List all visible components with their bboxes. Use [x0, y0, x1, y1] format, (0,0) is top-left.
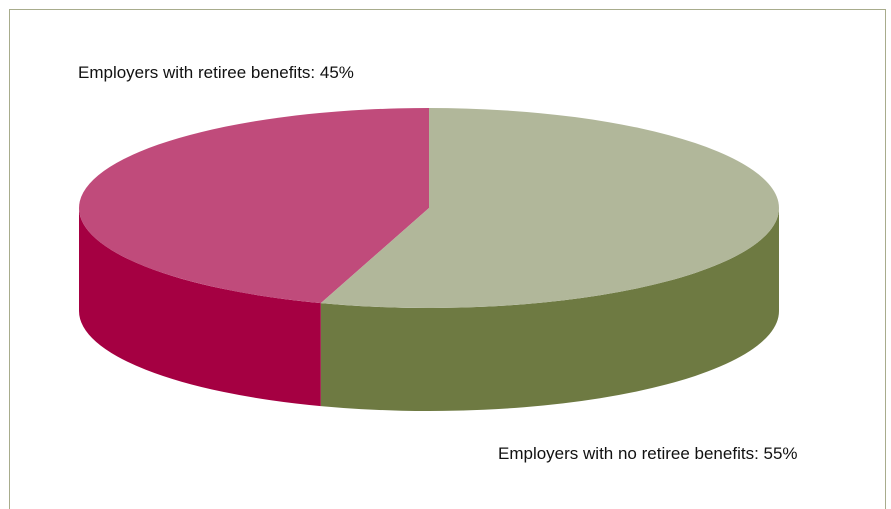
label-retiree-benefits: Employers with retiree benefits: 45%	[78, 63, 354, 82]
pie-root	[79, 108, 780, 411]
slice-no-retiree-benefits	[320, 108, 780, 308]
slice-side-retiree-benefits	[79, 208, 321, 407]
slice-retiree-benefits	[79, 108, 429, 304]
label-no-retiree-benefits: Employers with no retiree benefits: 55%	[498, 444, 798, 463]
chart-frame	[9, 9, 886, 509]
slice-side-no-retiree-benefits	[320, 208, 779, 411]
